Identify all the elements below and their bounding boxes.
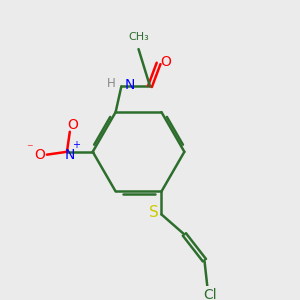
Text: CH₃: CH₃ [128, 32, 149, 42]
Text: O: O [67, 118, 78, 132]
Text: O: O [160, 55, 171, 69]
Text: Cl: Cl [203, 288, 217, 300]
Text: ⁻: ⁻ [26, 142, 33, 155]
Text: N: N [124, 78, 135, 92]
Text: S: S [149, 206, 159, 220]
Text: +: + [71, 140, 80, 150]
Text: N: N [64, 148, 75, 162]
Text: H: H [107, 77, 116, 90]
Text: O: O [34, 148, 45, 162]
